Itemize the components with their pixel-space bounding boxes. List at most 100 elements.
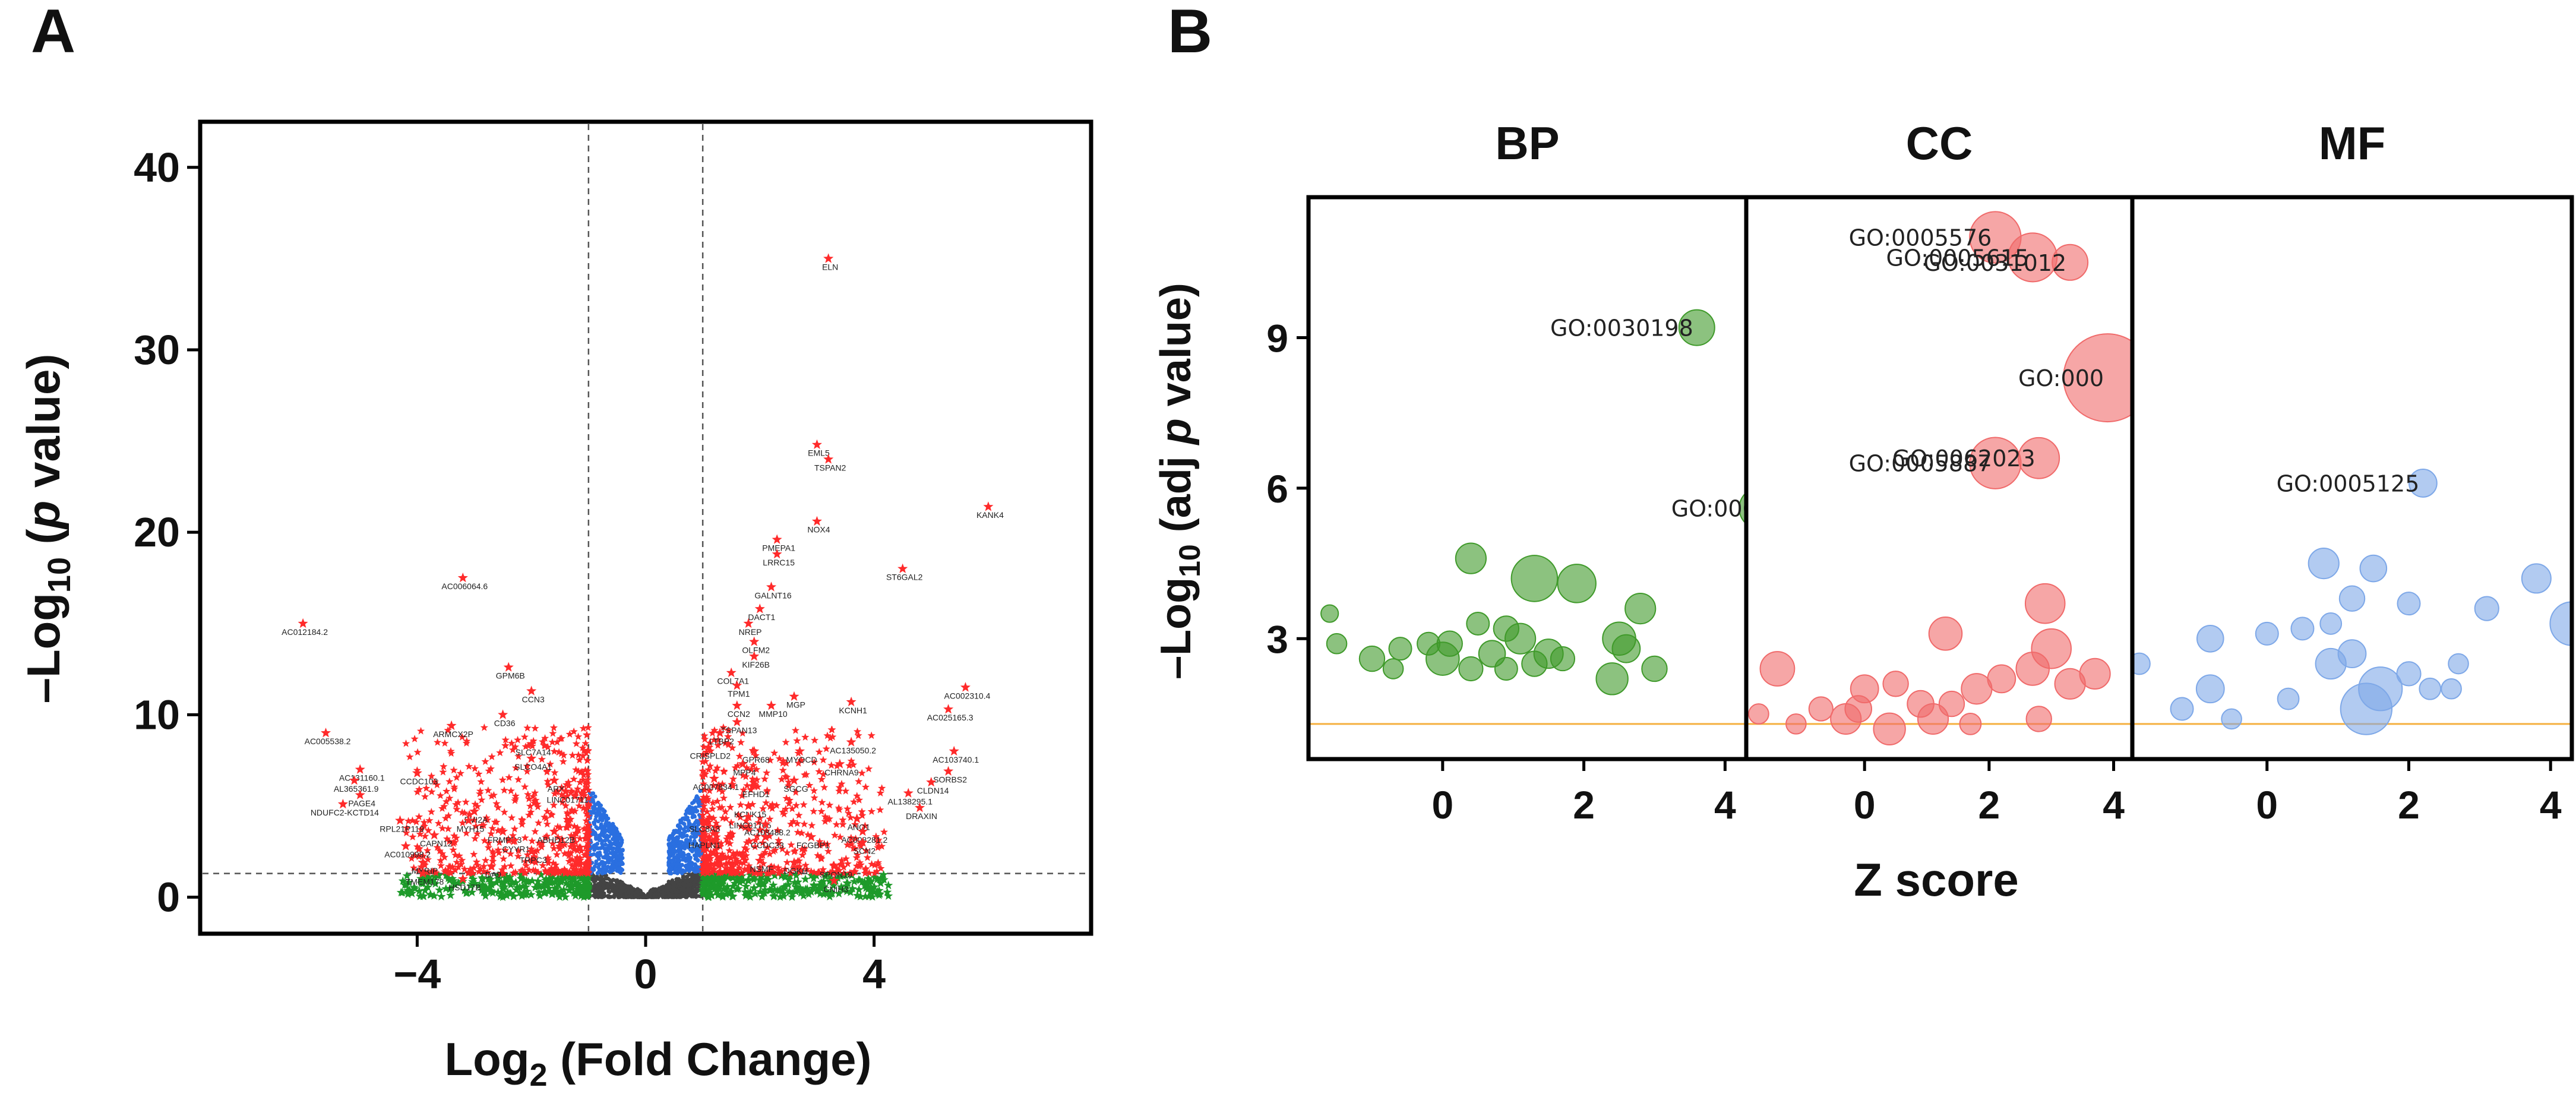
volcano-point-p-only	[496, 888, 506, 897]
volcano-point-p-only	[481, 884, 491, 893]
go-term-label: GO:0005615	[1886, 245, 2030, 271]
gene-label: CNIH3	[823, 884, 848, 894]
volcano-point-significant	[580, 786, 588, 794]
x-tick-label: 0	[2256, 783, 2278, 827]
volcano-point-p-only	[527, 876, 537, 885]
volcano-point-significant	[775, 839, 783, 847]
gene-label: FCGBP1	[796, 840, 830, 850]
volcano-point-significant	[458, 856, 466, 864]
volcano-point-fc-only	[693, 862, 697, 867]
volcano-point-significant	[700, 841, 709, 849]
volcano-point-significant	[861, 821, 870, 830]
volcano-point-labeled	[915, 802, 925, 813]
gene-label: CYYR1	[502, 844, 530, 854]
volcano-point-significant	[787, 840, 795, 849]
volcano-point-p-only	[855, 892, 865, 900]
volcano-point-significant	[427, 808, 435, 815]
volcano-point-p-only	[769, 891, 779, 900]
volcano-point-p-only	[790, 878, 799, 887]
go-term-label: GO:000	[2018, 365, 2104, 391]
volcano-point-significant	[462, 739, 470, 747]
volcano-point-significant	[441, 739, 449, 747]
gene-label: HAPLN1	[688, 840, 721, 850]
volcano-point-significant	[477, 777, 485, 785]
volcano-point-p-only	[722, 882, 732, 891]
volcano-point-p-only	[534, 887, 544, 897]
x-tick-label: 0	[1431, 783, 1453, 827]
volcano-point-labeled	[749, 651, 760, 661]
volcano-point-p-only	[706, 882, 715, 891]
volcano-point-significant	[521, 833, 529, 842]
volcano-point-p-only	[429, 891, 439, 900]
volcano-point-significant	[737, 822, 745, 830]
gene-label: TRPC3	[520, 855, 547, 865]
volcano-point-significant	[584, 723, 592, 731]
volcano-point-significant	[763, 788, 771, 795]
volcano-point-p-only	[526, 890, 536, 899]
volcano-point-significant	[492, 799, 501, 807]
volcano-point-significant	[584, 828, 593, 836]
volcano-point-fc-only	[592, 845, 596, 849]
volcano-point-labeled	[760, 832, 771, 842]
volcano-point-labeled	[446, 720, 457, 731]
volcano-point-significant	[777, 867, 786, 875]
volcano-point-p-only	[816, 889, 825, 898]
volcano-point-significant	[524, 790, 532, 798]
volcano-point-significant	[718, 780, 726, 788]
go-bubble	[2195, 674, 2225, 704]
volcano-point-nonsig	[685, 887, 690, 892]
volcano-point-significant	[564, 778, 573, 786]
gene-label: AC010998.2	[384, 850, 431, 859]
volcano-point-significant	[719, 794, 728, 802]
volcano-point-fc-only	[605, 859, 610, 864]
volcano-point-significant	[880, 827, 889, 836]
volcano-point-p-only	[833, 873, 843, 882]
volcano-point-labeled	[509, 835, 520, 845]
volcano-point-significant	[531, 724, 539, 732]
volcano-point-significant	[453, 858, 461, 866]
volcano-point-labeled	[732, 716, 742, 726]
volcano-point-significant	[526, 802, 535, 810]
volcano-point-nonsig	[681, 881, 685, 886]
volcano-point-significant	[575, 855, 583, 864]
volcano-point-significant	[420, 818, 428, 826]
volcano-point-p-only	[467, 887, 477, 896]
volcano-point-significant	[726, 803, 735, 811]
volcano-point-significant	[856, 839, 864, 848]
volcano-point-significant	[770, 863, 778, 871]
volcano-point-p-only	[854, 885, 864, 894]
volcano-point-significant	[558, 798, 567, 806]
volcano-point-significant	[826, 801, 834, 809]
volcano-point-significant	[575, 843, 583, 851]
volcano-point-p-only	[728, 873, 738, 882]
facet-title-bp: BP	[1495, 117, 1559, 169]
volcano-point-p-only	[864, 874, 873, 883]
volcano-point-significant	[761, 848, 769, 856]
volcano-point-significant	[440, 802, 448, 810]
volcano-point-p-only	[519, 890, 529, 899]
volcano-point-p-only	[820, 872, 830, 881]
volcano-point-p-only	[873, 874, 882, 884]
volcano-point-significant	[567, 815, 575, 823]
gene-label: KIF26B	[742, 660, 770, 669]
volcano-point-p-only	[864, 877, 873, 886]
volcano-point-fc-only	[599, 822, 603, 827]
volcano-point-significant	[511, 795, 520, 802]
volcano-point-significant	[454, 798, 462, 806]
go-bubble	[2474, 596, 2499, 621]
volcano-point-significant	[712, 846, 720, 854]
volcano-point-significant	[562, 815, 571, 823]
x-tick-label: 2	[2398, 783, 2420, 827]
gene-label: GPM6B	[496, 671, 525, 681]
volcano-point-significant	[766, 868, 774, 875]
volcano-point-significant	[580, 851, 589, 859]
x-tick-label: 2	[1573, 783, 1595, 827]
volcano-point-significant	[712, 767, 720, 775]
go-bubble	[1917, 703, 1949, 735]
volcano-point-significant	[580, 746, 588, 754]
volcano-point-significant	[789, 817, 798, 825]
volcano-point-significant	[584, 770, 592, 778]
volcano-point-significant	[861, 783, 870, 791]
volcano-point-significant	[495, 849, 503, 856]
volcano-point-p-only	[530, 883, 540, 892]
